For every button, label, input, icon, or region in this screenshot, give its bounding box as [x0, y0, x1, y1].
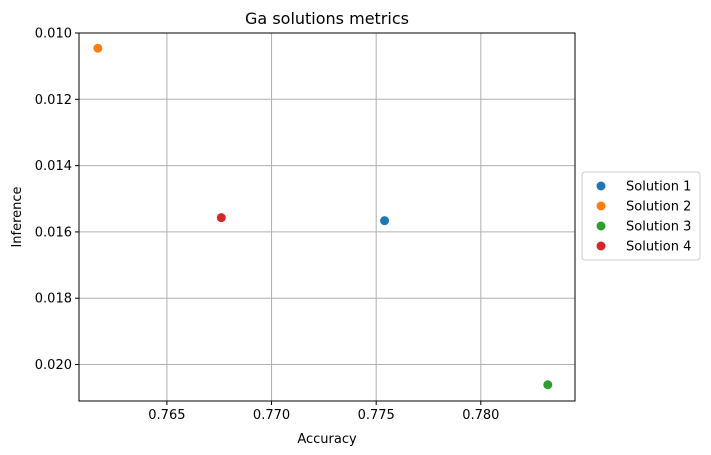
data-point	[543, 380, 553, 390]
y-tick-label: 0.020	[35, 358, 72, 373]
x-axis-label: Accuracy	[297, 432, 357, 447]
legend-box	[581, 171, 701, 261]
data-point	[93, 43, 103, 53]
x-tick-label: 0.775	[358, 408, 395, 423]
legend-marker	[596, 221, 606, 231]
y-axis-label: Inference	[10, 186, 25, 247]
y-tick-label: 0.012	[35, 93, 72, 108]
points-layer	[93, 43, 553, 390]
legend-label: Solution 3	[626, 220, 691, 235]
data-point	[380, 216, 390, 226]
y-tick-label: 0.010	[35, 27, 72, 42]
y-tick-label: 0.016	[35, 225, 72, 240]
legend-marker	[596, 201, 606, 211]
legend-label: Solution 2	[626, 200, 691, 215]
x-tick-label: 0.770	[253, 408, 290, 423]
x-axis-ticks: 0.765 0.770 0.775 0.780	[148, 401, 499, 423]
y-tick-label: 0.018	[35, 292, 72, 307]
x-tick-label: 0.780	[462, 408, 499, 423]
legend: Solution 1 Solution 2 Solution 3 Solution 4	[581, 171, 701, 261]
chart-title: Ga solutions metrics	[245, 9, 409, 28]
y-axis-ticks: 0.010 0.012 0.014 0.016 0.018 0.020	[35, 27, 79, 373]
x-tick-label: 0.765	[148, 408, 185, 423]
legend-label: Solution 1	[626, 180, 691, 195]
data-point	[216, 213, 226, 223]
legend-label: Solution 4	[626, 240, 691, 255]
grid	[79, 32, 575, 401]
legend-marker	[596, 241, 606, 251]
axes-frame	[78, 32, 576, 402]
y-tick-label: 0.014	[35, 159, 72, 174]
legend-marker	[596, 181, 606, 191]
